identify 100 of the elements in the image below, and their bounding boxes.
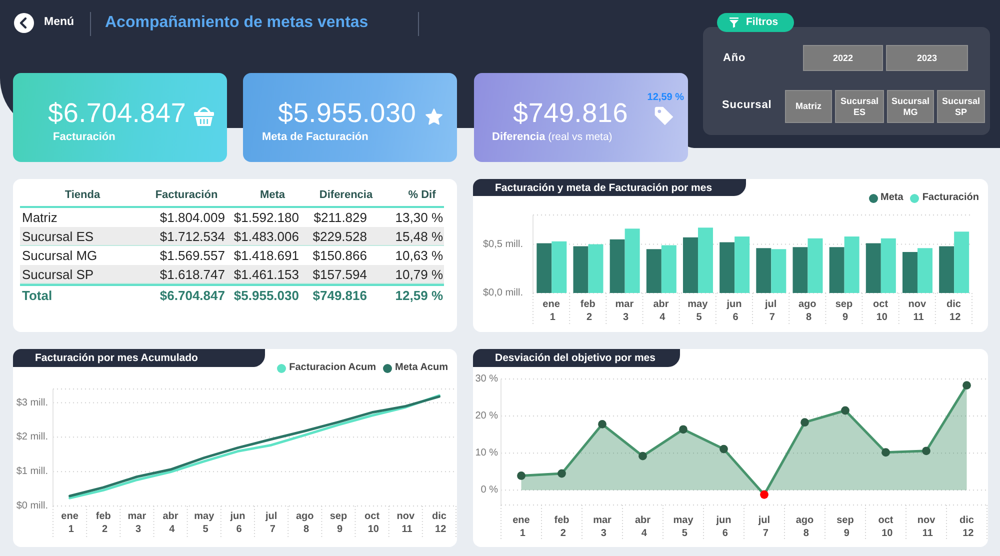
bar [720,242,735,293]
bar [646,249,662,293]
bar [917,248,932,293]
bar [682,237,698,293]
x-tick-label: abr 4 [634,515,651,539]
y-tick-label: 20 % [475,410,498,422]
point [882,448,890,457]
point [517,472,526,480]
x-tick-label: may 5 [673,515,694,539]
legend-label: Meta [880,192,904,204]
text: Sucursal ES [22,229,94,244]
text: $157.594 [312,267,367,282]
y-tick-label: $3 mill. [16,397,48,408]
text: Total [22,288,52,303]
x-tick-label: oct 10 [873,299,889,323]
text: Facturación [53,131,116,143]
text: $1.461.153 [234,267,299,282]
text: Menú [44,16,74,28]
text: $1.569.557 [160,248,225,263]
point [679,425,688,434]
y-tick-label: $0,5 mill. [482,238,523,250]
bar [939,246,954,293]
text: $150.866 [312,248,367,263]
bar [661,245,676,293]
bar [844,236,860,293]
bar [698,228,713,293]
point [760,490,768,499]
bar [829,247,844,293]
point [558,469,566,478]
x-tick-label: nov 11 [917,515,936,539]
text: $1.592.180 [234,210,299,225]
chart-title: Desviación del objetivo por mes [495,352,656,364]
text: Sucursal ES [839,96,880,118]
x-tick-label: sep 9 [835,299,853,323]
x-tick-label: sep 9 [330,511,348,535]
legend-label: Meta Acum [395,362,448,374]
bar [624,228,640,293]
text: 10,63 % [395,248,443,263]
x-tick-label: dic 12 [946,299,962,323]
x-tick-label: feb 2 [554,515,570,539]
y-tick-label: $2 mill. [16,432,48,443]
x-tick-label: mar 3 [615,299,634,323]
bar [866,243,881,293]
x-tick-label: ene 1 [61,511,79,535]
text: $1.483.006 [234,229,299,244]
x-tick-label: ene 1 [542,299,560,323]
x-tick-label: dic 12 [432,511,447,535]
text: Sucursal MG [22,248,98,263]
bar [954,232,970,293]
x-tick-label: nov 11 [908,299,926,323]
text: Matriz [795,101,822,112]
text: $749.816 [312,288,367,303]
text: $1.418.691 [234,248,299,263]
y-tick-label: 10 % [475,448,498,459]
x-tick-label: dic 12 [960,515,974,539]
y-tick-label: $0 mill. [16,500,48,512]
text: Filtros [746,16,778,28]
category-label: Tienda [64,189,100,201]
x-tick-label: sep 9 [836,515,854,539]
bar [536,243,552,293]
point [598,420,606,428]
x-tick-label: may 5 [194,511,215,535]
text: Sucursal SP [941,96,981,118]
bar [808,238,823,293]
bar [588,244,604,293]
bar [610,239,625,293]
text: $1.712.534 [160,229,225,244]
bar [771,249,786,293]
text: 2022 [832,52,854,64]
x-tick-label: ago 8 [796,515,814,539]
x-tick-label: jun 6 [715,515,732,539]
bar [880,238,896,293]
text: $5.955.030 [234,288,299,303]
x-tick-label: ago 8 [296,511,314,535]
y-tick-label: $1 mill. [16,466,48,478]
legend-label: Facturacion Acum [289,362,376,374]
category-label: Facturación [155,189,218,201]
point [962,381,971,390]
point [720,444,728,454]
y-tick-label: 0 % [480,484,498,496]
text: $5.955.030 [278,98,416,128]
category-label: % Dif [408,189,436,201]
text: 15,48 % [395,229,443,244]
text: Diferencia (real vs meta) [492,131,612,143]
text: Año [723,52,746,64]
point [800,418,809,427]
bar [573,246,588,293]
text: 13,30 % [395,210,443,225]
point [922,446,930,456]
bar [734,236,750,293]
text: Sucursal SP [22,267,94,282]
x-tick-label: jul 7 [764,299,777,323]
text: 12,59 % [395,288,443,303]
x-tick-label: abr 4 [653,299,669,323]
text: Matriz [22,210,58,225]
x-tick-label: ago 8 [798,299,816,323]
category-label: Meta [260,189,286,201]
text: $1.804.009 [160,210,225,225]
text: $229.528 [312,229,367,244]
text: 10,79 % [395,267,443,282]
